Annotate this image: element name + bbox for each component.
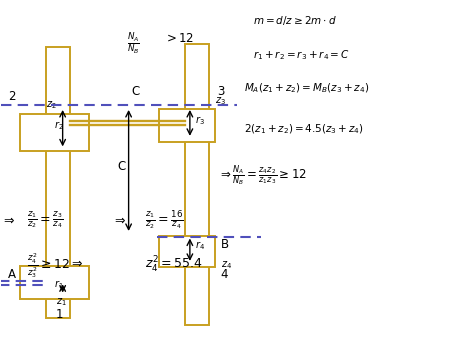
- Text: $> 12$: $> 12$: [164, 32, 194, 45]
- Text: $z_4^2 = 55.4$: $z_4^2 = 55.4$: [145, 255, 203, 275]
- Text: $z_2$: $z_2$: [46, 99, 56, 111]
- Text: $2(z_1+z_2) = 4.5(z_3+z_4)$: $2(z_1+z_2) = 4.5(z_3+z_4)$: [244, 122, 364, 136]
- Text: $\Rightarrow$: $\Rightarrow$: [112, 213, 127, 226]
- Text: $\frac{z_4^2}{z_3^2} \geq 12 \Rightarrow$: $\frac{z_4^2}{z_3^2} \geq 12 \Rightarrow…: [27, 251, 83, 280]
- Text: $m = d/z \geq 2m \cdot d$: $m = d/z \geq 2m \cdot d$: [254, 14, 337, 27]
- Text: $r_1 + r_2 = r_3 + r_4 = C$: $r_1 + r_2 = r_3 + r_4 = C$: [254, 48, 350, 61]
- Text: C: C: [118, 160, 126, 174]
- Text: $z_1$: $z_1$: [55, 296, 66, 308]
- Bar: [159, 236, 215, 267]
- Bar: [46, 47, 70, 318]
- Text: $\Rightarrow \frac{N_A}{N_B} = \frac{z_4 z_2}{z_1 z_3} \geq 12$: $\Rightarrow \frac{N_A}{N_B} = \frac{z_4…: [218, 163, 307, 188]
- Text: 3: 3: [217, 85, 224, 98]
- Text: $r_3$: $r_3$: [195, 114, 204, 127]
- Text: $r_1$: $r_1$: [54, 278, 64, 291]
- Text: $z_4$: $z_4$: [220, 259, 232, 271]
- Text: $r_2$: $r_2$: [54, 119, 64, 132]
- Text: $\frac{z_1}{z_2} = \frac{16}{z_4}$: $\frac{z_1}{z_2} = \frac{16}{z_4}$: [145, 209, 184, 231]
- Bar: [159, 109, 215, 142]
- Bar: [20, 114, 89, 151]
- Text: 4: 4: [220, 268, 228, 281]
- Text: $\frac{z_1}{z_2} = \frac{z_3}{z_4}$: $\frac{z_1}{z_2} = \frac{z_3}{z_4}$: [27, 209, 64, 230]
- Text: B: B: [220, 238, 228, 251]
- Text: 1: 1: [55, 308, 63, 321]
- Text: 2: 2: [8, 90, 16, 103]
- Text: A: A: [8, 268, 16, 281]
- Text: $r_4$: $r_4$: [195, 240, 205, 252]
- Text: C: C: [132, 85, 140, 98]
- Text: $\Rightarrow$: $\Rightarrow$: [1, 213, 16, 226]
- Bar: [185, 44, 209, 326]
- Bar: [20, 266, 89, 299]
- Text: $M_A(z_1+z_2) = M_B(z_3+z_4)$: $M_A(z_1+z_2) = M_B(z_3+z_4)$: [244, 81, 369, 95]
- Text: $\frac{N_A}{N_B}$: $\frac{N_A}{N_B}$: [127, 31, 140, 56]
- Text: $z_3$: $z_3$: [215, 95, 226, 107]
